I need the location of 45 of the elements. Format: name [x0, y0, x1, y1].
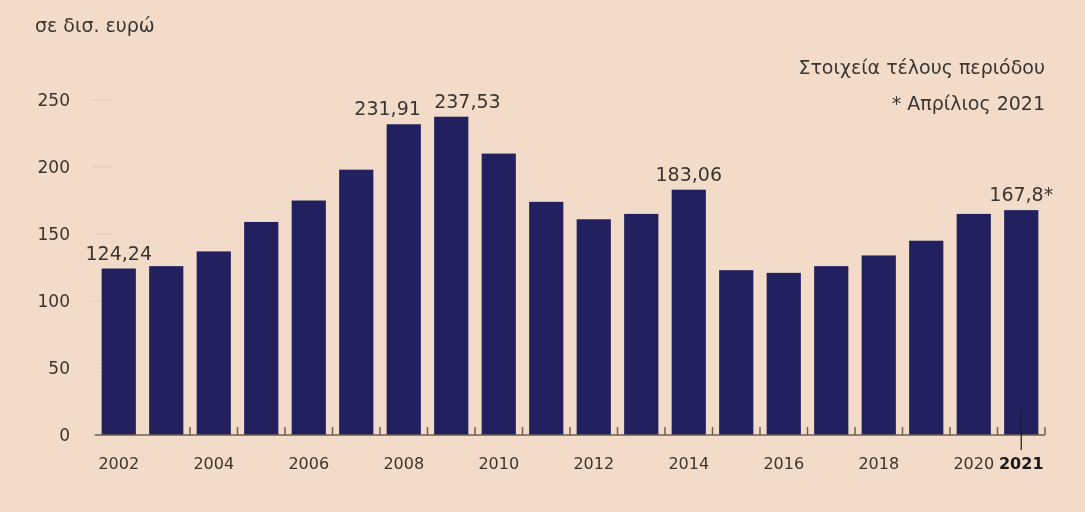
bar [766, 272, 801, 435]
x-tick-label: 2004 [193, 454, 235, 473]
bar [291, 200, 326, 435]
x-tick-label: 2020 [953, 454, 995, 473]
data-label: 231,91 [354, 97, 421, 120]
bar [861, 255, 896, 435]
data-label: 167,8* [989, 183, 1054, 206]
bar [814, 266, 849, 435]
bar [196, 251, 231, 435]
annotation: * Απρίλιος 2021 [891, 92, 1045, 114]
text: Στοιχεία τέλους περιόδου [798, 56, 1045, 78]
x-tick-label: 2002 [98, 454, 140, 473]
bar [529, 201, 564, 435]
y-tick-label: 50 [48, 358, 70, 378]
x-tick-label: 2014 [668, 454, 710, 473]
data-label: 183,06 [655, 162, 722, 185]
bar [909, 240, 944, 435]
y-tick-label: 100 [37, 291, 70, 311]
x-tick-label: 2018 [858, 454, 900, 473]
bar [956, 213, 991, 435]
x-tick-label: 2016 [763, 454, 805, 473]
bar [719, 270, 754, 435]
bar [1004, 210, 1039, 435]
x-tick-label: 2010 [478, 454, 520, 473]
bar [101, 268, 136, 435]
y-tick-label: 150 [37, 224, 70, 244]
data-label: 237,53 [434, 89, 501, 112]
bar [671, 189, 706, 435]
y-tick-label: 200 [37, 157, 70, 177]
bar [434, 116, 469, 435]
bar [386, 124, 421, 435]
bar [149, 266, 184, 435]
x-tick-label: 2012 [573, 454, 615, 473]
x-tick-label: 2006 [288, 454, 330, 473]
bar [481, 153, 516, 435]
y-tick-label: 250 [37, 90, 70, 110]
bar [339, 169, 374, 435]
x-tick-label: 2021 [998, 454, 1044, 473]
bar [624, 213, 659, 435]
x-tick-label: 2008 [383, 454, 425, 473]
bar [244, 221, 279, 435]
y-axis-title: σε δισ. ευρώ [35, 14, 155, 36]
bar [576, 219, 611, 435]
y-tick-label: 0 [59, 425, 70, 445]
data-label: 124,24 [85, 241, 152, 264]
